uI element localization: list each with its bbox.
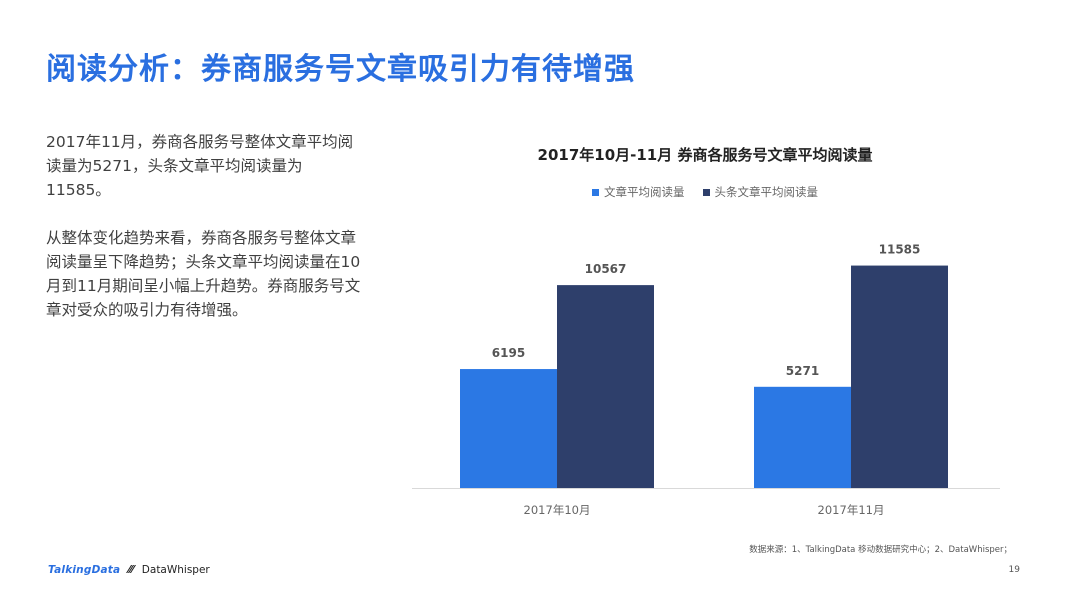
chart-legend: 文章平均阅读量 头条文章平均阅读量 [410,184,1000,200]
legend-label-headline-avg: 头条文章平均阅读量 [714,185,819,199]
x-tick-label-1: 2017年11月 [818,503,885,517]
bar-headline-avg-1 [851,265,948,488]
summary-paragraph: 2017年11月，券商各服务号整体文章平均阅读量为5271，头条文章平均阅读量为… [46,133,354,199]
footer-brands: TalkingData ⁄⁄⁄ DataWhisper [48,563,210,576]
bar-article-avg-0 [460,369,557,488]
source-note: 数据来源：1、TalkingData 移动数据研究中心；2、DataWhispe… [749,545,1012,555]
x-tick-label-0: 2017年10月 [524,503,591,517]
talkingdata-logo: TalkingData [48,563,121,576]
data-label-article-avg-1: 5271 [786,364,819,378]
datawhisper-logo: DataWhisper [141,563,210,576]
legend-swatch-headline-avg [702,188,710,196]
datawhisper-logo-icon: ⁄⁄⁄ [128,563,134,576]
legend-swatch-article-avg [592,188,599,196]
legend-label-article-avg: 文章平均阅读量 [604,185,685,199]
data-label-article-avg-0: 6195 [492,346,525,360]
legend-item-headline-avg: 头条文章平均阅读量 [702,184,819,200]
body-text: 2017年11月，券商各服务号整体文章平均阅读量为5271，头条文章平均阅读量为… [46,130,364,346]
data-label-headline-avg-1: 11585 [879,243,921,257]
trend-paragraph: 从整体变化趋势来看，券商各服务号整体文章阅读量呈下降趋势；头条文章平均阅读量在1… [46,229,361,319]
page-number: 19 [1008,565,1020,575]
chart-title: 2017年10月-11月 券商各服务号文章平均阅读量 [537,146,873,164]
bar-headline-avg-0 [557,285,654,488]
legend-item-article-avg: 文章平均阅读量 [592,184,685,200]
data-label-headline-avg-0: 10567 [585,262,627,276]
page-title: 阅读分析：券商服务号文章吸引力有待增强 [46,52,635,87]
bar-article-avg-1 [754,386,851,488]
